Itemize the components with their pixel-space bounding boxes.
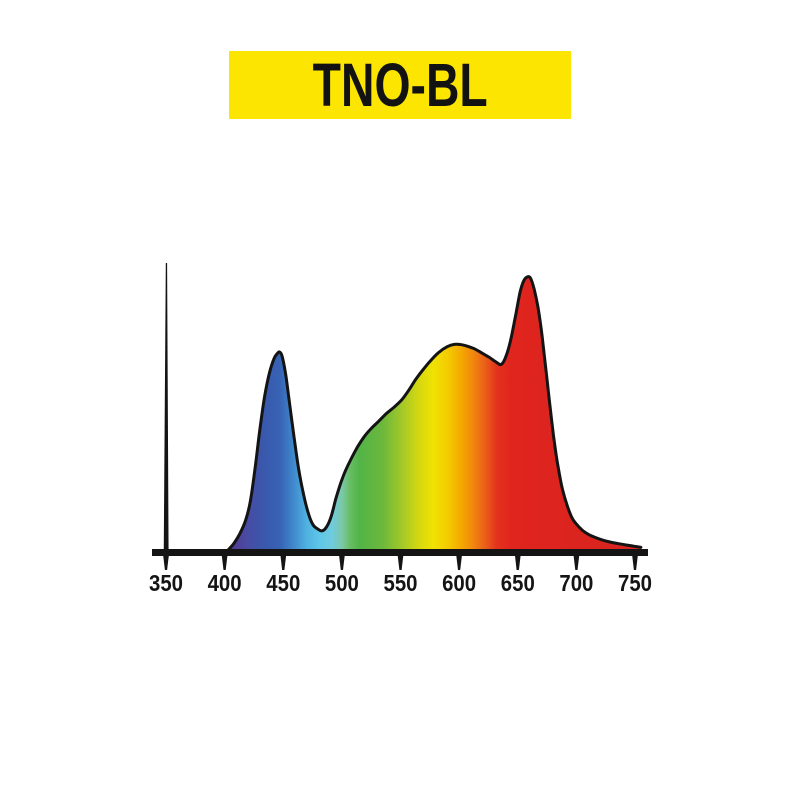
x-tick-550: [397, 554, 404, 570]
x-tick-450: [280, 554, 287, 570]
x-tick-label-550: 550: [384, 570, 418, 596]
x-tick-label-400: 400: [208, 570, 242, 596]
y-axis-line: [163, 263, 169, 557]
spectrum-area: [228, 276, 641, 550]
x-tick-label-500: 500: [325, 570, 359, 596]
x-tick-label-350: 350: [149, 570, 183, 596]
x-tick-500: [338, 554, 345, 570]
x-tick-label-700: 700: [559, 570, 593, 596]
x-tick-600: [456, 554, 463, 570]
x-tick-650: [514, 554, 521, 570]
x-tick-350: [163, 554, 169, 570]
x-axis-labels: 350 400 450 500 550 600 650 700 750: [149, 570, 652, 596]
spectrum-outline: [226, 275, 643, 552]
x-tick-700: [573, 554, 580, 570]
x-tick-label-600: 600: [442, 570, 476, 596]
x-axis-line: [152, 549, 648, 556]
x-tick-label-650: 650: [501, 570, 535, 596]
x-tick-750: [632, 554, 638, 570]
x-tick-label-450: 450: [266, 570, 300, 596]
x-axis-ticks: [163, 554, 638, 570]
x-tick-label-750: 750: [618, 570, 652, 596]
title-banner: TNO-BL: [229, 51, 571, 119]
title-text: TNO-BL: [312, 50, 488, 119]
x-tick-400: [221, 554, 228, 570]
